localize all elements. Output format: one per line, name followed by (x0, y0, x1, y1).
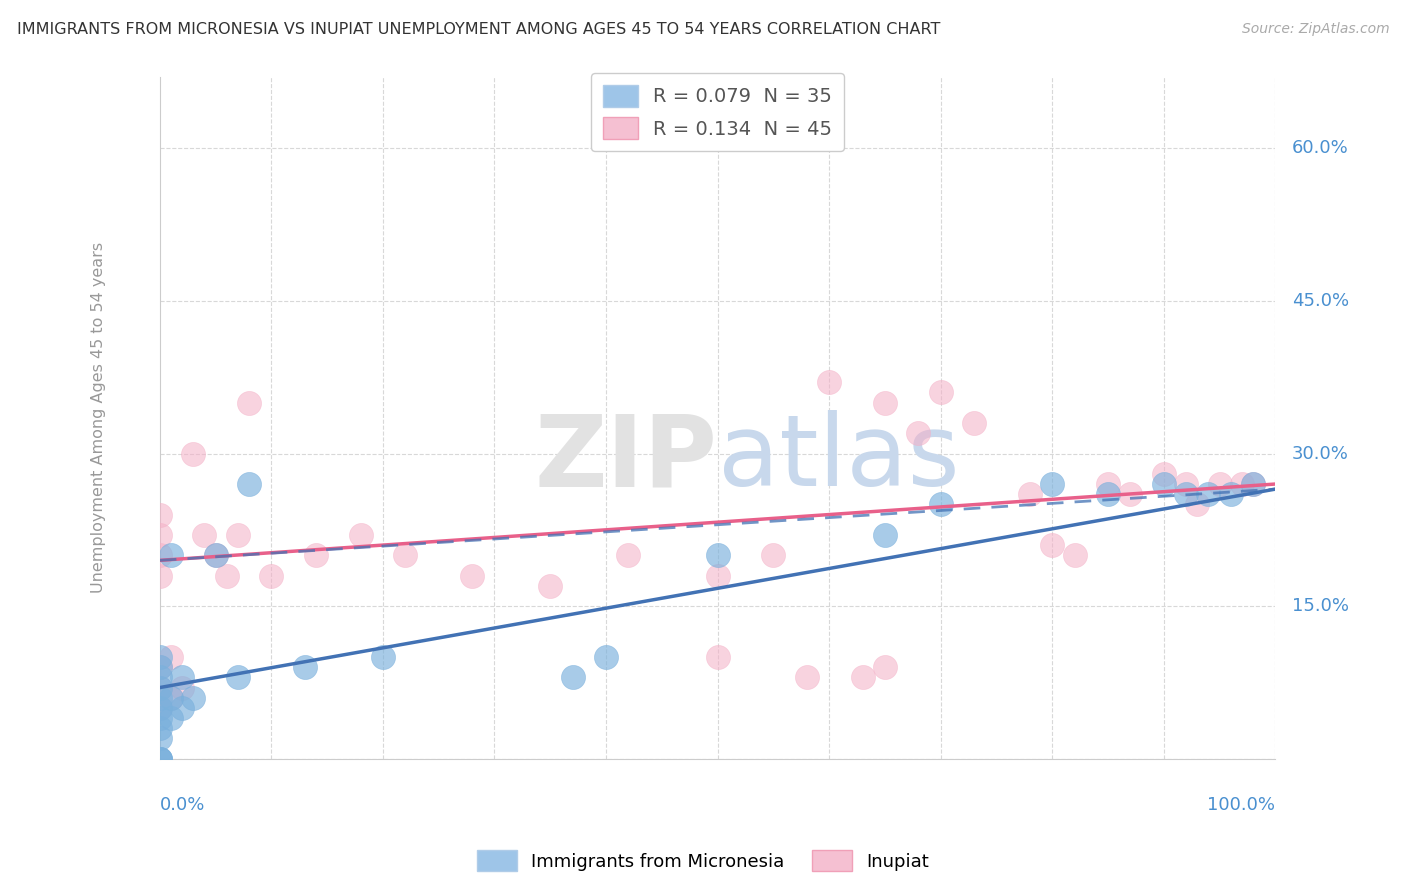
Point (149, 568, 172, 582)
Point (149, 752, 172, 766)
Text: 60.0%: 60.0% (1292, 139, 1348, 157)
Point (238, 477, 260, 491)
Point (796, 670, 818, 684)
Point (617, 548, 640, 562)
Point (706, 568, 728, 582)
Point (461, 568, 484, 582)
Point (1241, 477, 1264, 491)
Text: 0.0%: 0.0% (160, 797, 205, 814)
Point (204, 548, 226, 562)
Legend: R = 0.079  N = 35, R = 0.134  N = 45: R = 0.079 N = 35, R = 0.134 N = 45 (591, 73, 844, 151)
Point (149, 660, 172, 674)
Point (1241, 477, 1264, 491)
Point (873, 528, 896, 542)
Point (149, 528, 172, 542)
Point (1208, 477, 1230, 491)
Point (181, 690, 204, 705)
Point (818, 376, 841, 390)
Point (149, 681, 172, 695)
Point (149, 508, 172, 522)
Point (538, 579, 561, 593)
Point (160, 548, 183, 562)
Point (1187, 497, 1209, 511)
Point (1153, 477, 1175, 491)
Point (1119, 487, 1142, 501)
Point (149, 701, 172, 715)
Point (349, 528, 371, 542)
Point (706, 548, 728, 562)
Point (215, 568, 238, 582)
Point (170, 701, 193, 715)
Point (762, 548, 785, 562)
Point (170, 670, 193, 684)
Point (929, 497, 952, 511)
Point (873, 395, 896, 409)
Point (1040, 538, 1063, 552)
Point (260, 568, 283, 582)
Point (160, 690, 183, 705)
Point (1097, 487, 1119, 501)
Text: ZIP: ZIP (534, 410, 717, 508)
Point (394, 548, 416, 562)
Text: IMMIGRANTS FROM MICRONESIA VS INUPIAT UNEMPLOYMENT AMONG AGES 45 TO 54 YEARS COR: IMMIGRANTS FROM MICRONESIA VS INUPIAT UN… (17, 22, 941, 37)
Point (929, 385, 952, 400)
Text: 15.0%: 15.0% (1292, 597, 1350, 615)
Point (1219, 487, 1241, 501)
Point (294, 660, 316, 674)
Point (706, 650, 728, 665)
Point (181, 446, 204, 460)
Text: 45.0%: 45.0% (1292, 292, 1350, 310)
Point (1175, 487, 1198, 501)
Point (1019, 487, 1042, 501)
Point (852, 670, 875, 684)
Point (238, 395, 260, 409)
Point (1097, 477, 1119, 491)
Point (160, 690, 183, 705)
Point (149, 731, 172, 746)
Point (160, 711, 183, 725)
Point (595, 650, 617, 665)
Point (1040, 477, 1063, 491)
Point (149, 752, 172, 766)
Point (160, 650, 183, 665)
Point (1197, 487, 1219, 501)
Point (170, 681, 193, 695)
Point (149, 690, 172, 705)
Point (149, 711, 172, 725)
Legend: Immigrants from Micronesia, Inupiat: Immigrants from Micronesia, Inupiat (470, 843, 936, 879)
Point (149, 752, 172, 766)
Point (963, 416, 986, 430)
Text: atlas: atlas (717, 410, 959, 508)
Point (305, 548, 328, 562)
Point (907, 426, 929, 441)
Point (1175, 477, 1198, 491)
Point (1063, 548, 1085, 562)
Point (873, 660, 896, 674)
Text: Source: ZipAtlas.com: Source: ZipAtlas.com (1241, 22, 1389, 37)
Point (149, 681, 172, 695)
Point (149, 701, 172, 715)
Point (193, 528, 215, 542)
Point (149, 721, 172, 735)
Point (1153, 467, 1175, 481)
Point (561, 670, 583, 684)
Point (204, 548, 226, 562)
Text: 30.0%: 30.0% (1292, 444, 1348, 463)
Text: 100.0%: 100.0% (1208, 797, 1275, 814)
Point (149, 650, 172, 665)
Text: Unemployment Among Ages 45 to 54 years: Unemployment Among Ages 45 to 54 years (91, 243, 105, 593)
Point (149, 670, 172, 684)
Point (149, 660, 172, 674)
Point (371, 650, 394, 665)
Point (1230, 477, 1253, 491)
Point (226, 670, 249, 684)
Point (226, 528, 249, 542)
Point (149, 548, 172, 562)
